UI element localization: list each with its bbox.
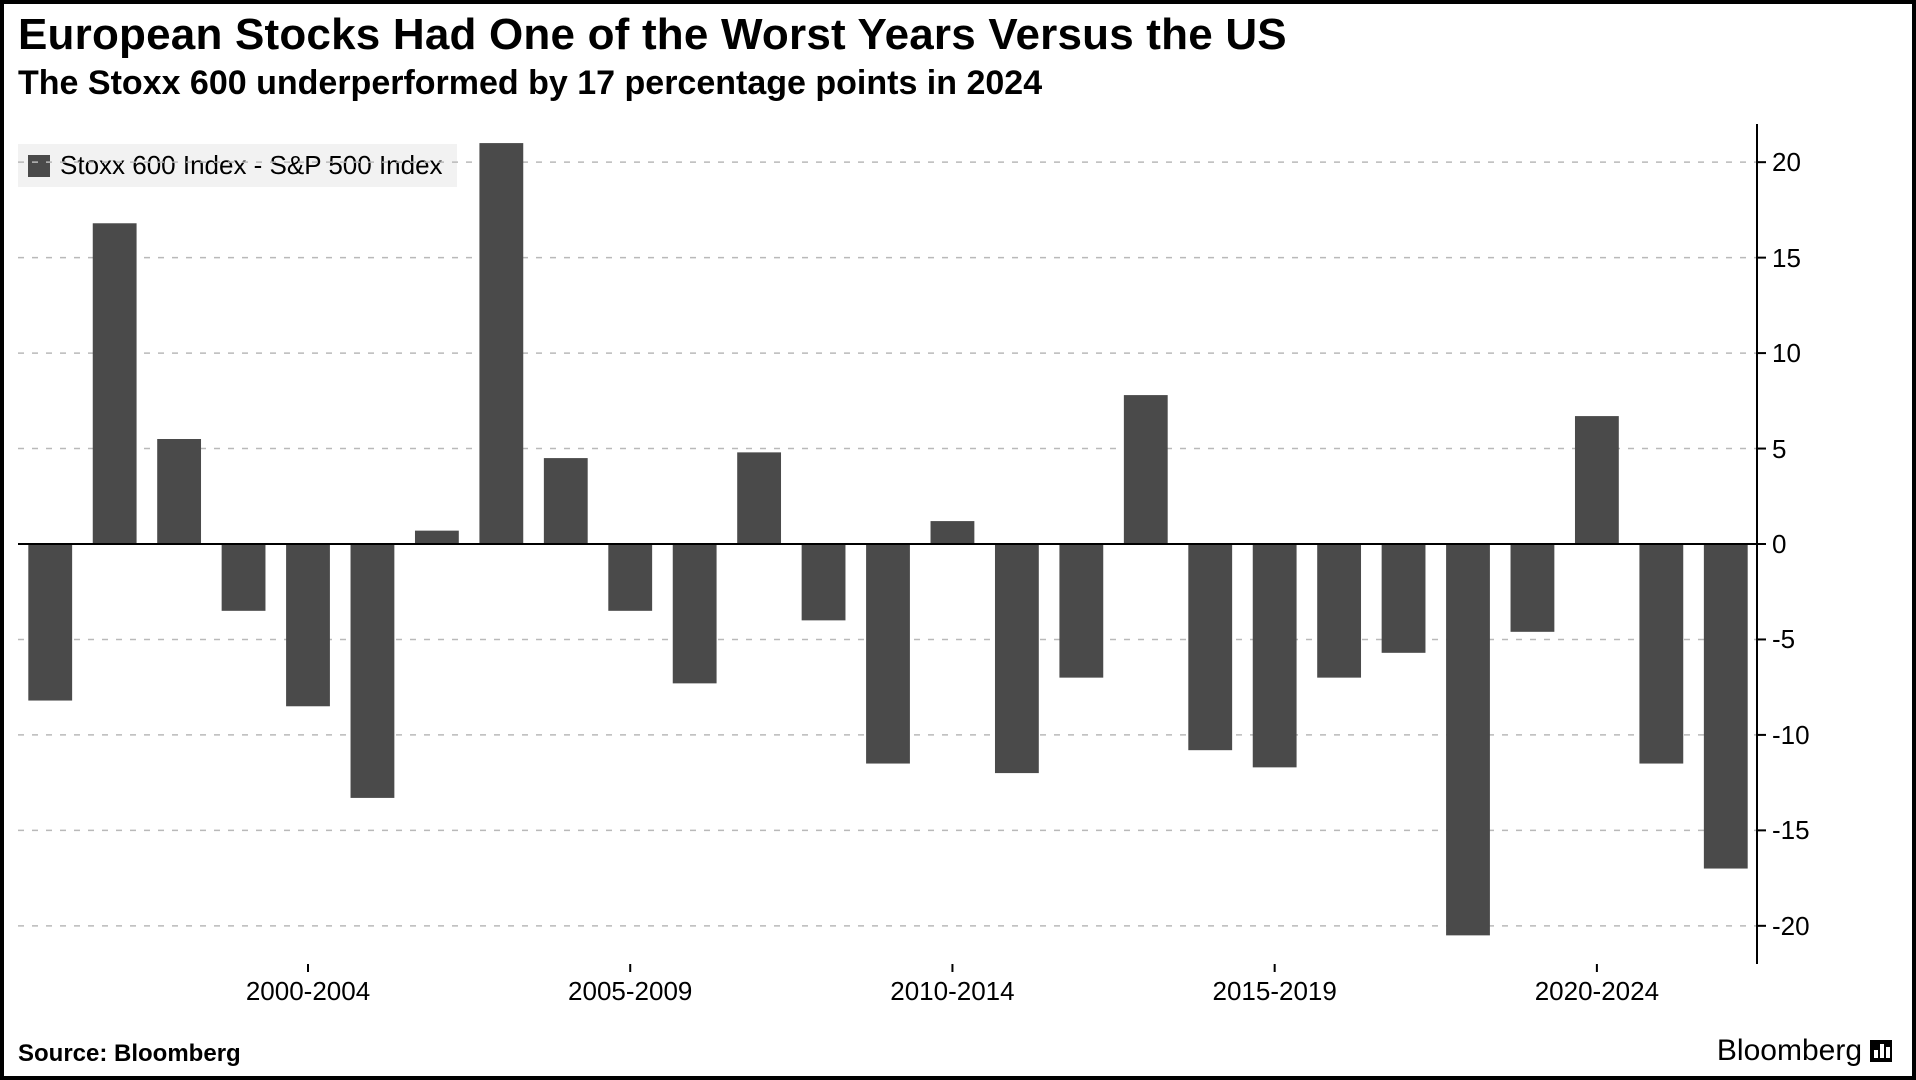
bar (1124, 395, 1168, 544)
bar (931, 521, 975, 544)
ytick-label: 10 (1772, 338, 1801, 369)
brand-text: Bloomberg (1717, 1034, 1862, 1068)
bar (1382, 544, 1426, 653)
bar (737, 452, 781, 544)
bar (995, 544, 1039, 773)
bar (479, 143, 523, 544)
ytick-label: 15 (1772, 243, 1801, 274)
bar (93, 223, 137, 544)
xtick-label: 2000-2004 (246, 976, 370, 1007)
ytick-label: 20 (1772, 147, 1801, 178)
bar (222, 544, 266, 611)
bar (415, 531, 459, 544)
ytick-label: 0 (1772, 529, 1786, 560)
ytick-label: -10 (1772, 720, 1810, 751)
bar (1253, 544, 1297, 767)
bar (1188, 544, 1232, 750)
xtick-label: 2010-2014 (890, 976, 1014, 1007)
chart-subtitle: The Stoxx 600 underperformed by 17 perce… (18, 64, 1042, 103)
source-line: Source: Bloomberg (18, 1040, 241, 1068)
bar (1059, 544, 1103, 678)
brand-icon (1870, 1040, 1892, 1062)
bar (608, 544, 652, 611)
bar (1446, 544, 1490, 935)
bar-chart (18, 124, 1758, 964)
bar (28, 544, 72, 701)
bar (544, 458, 588, 544)
bar (1511, 544, 1555, 632)
ytick-label: -5 (1772, 624, 1795, 655)
bar (286, 544, 330, 706)
xtick-label: 2020-2024 (1535, 976, 1659, 1007)
bar (673, 544, 717, 683)
ytick-label: 5 (1772, 434, 1786, 465)
bar (1575, 416, 1619, 544)
bar (1704, 544, 1748, 869)
xtick-label: 2015-2019 (1212, 976, 1336, 1007)
brand-label: Bloomberg (1717, 1034, 1892, 1068)
ytick-label: -20 (1772, 911, 1810, 942)
chart-title: European Stocks Had One of the Worst Yea… (18, 10, 1287, 60)
bar (802, 544, 846, 620)
bar (866, 544, 910, 764)
bar (157, 439, 201, 544)
bar (1317, 544, 1361, 678)
ytick-label: -15 (1772, 815, 1810, 846)
bar (351, 544, 395, 798)
chart-svg (18, 124, 1768, 974)
chart-frame: European Stocks Had One of the Worst Yea… (0, 0, 1916, 1080)
xtick-label: 2005-2009 (568, 976, 692, 1007)
bar (1639, 544, 1683, 764)
